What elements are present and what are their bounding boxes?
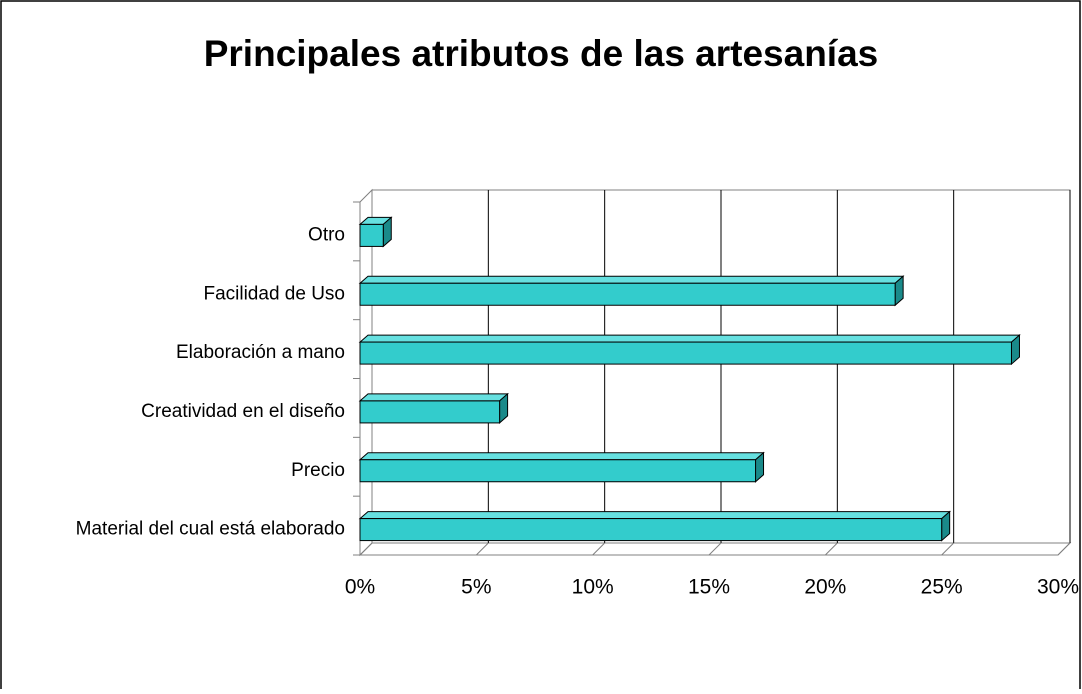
x-tick-label: 20% (804, 576, 846, 599)
x-tick-label: 30% (1037, 576, 1079, 599)
x-tick-label: 5% (461, 576, 491, 599)
floor-line (475, 542, 489, 556)
bar (359, 341, 1012, 365)
floor-line (708, 542, 722, 556)
floor-line (359, 542, 373, 556)
x-tick-label: 10% (572, 576, 614, 599)
bar (359, 282, 896, 306)
bar (359, 518, 943, 542)
x-tick-label: 0% (345, 576, 375, 599)
bar-top (358, 511, 951, 520)
y-tick-label: Otro (308, 224, 345, 245)
y-tick-label: Creatividad en el diseño (141, 401, 345, 422)
x-tick-label: 25% (921, 576, 963, 599)
bar-top (358, 334, 1021, 343)
bar (359, 459, 757, 483)
bar-top (358, 393, 509, 402)
floor-line (941, 542, 955, 556)
y-tick-label: Facilidad de Uso (203, 283, 345, 304)
floor-line (1057, 542, 1071, 556)
bar-top (358, 275, 905, 284)
floor-line (592, 542, 606, 556)
bar (359, 400, 501, 424)
bar (359, 223, 384, 247)
bar-top (358, 452, 765, 461)
x-tick-label: 15% (688, 576, 730, 599)
y-tick-label: Precio (291, 460, 345, 481)
y-tick-label: Material del cual está elaborado (76, 519, 345, 540)
y-tick-label: Elaboración a mano (176, 342, 345, 363)
floor-line (824, 542, 838, 556)
chart-title: Principales atributos de las artesanías (204, 33, 879, 74)
